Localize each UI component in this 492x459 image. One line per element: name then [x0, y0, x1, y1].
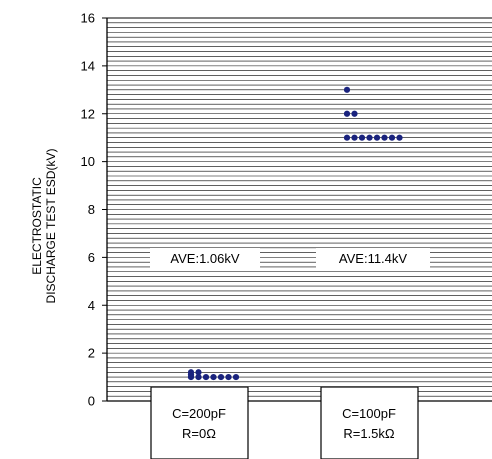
- data-point-1: [187, 373, 195, 381]
- data-point-2: [381, 134, 388, 141]
- average-annotation-2-text: AVE:11.4kV: [339, 251, 407, 266]
- data-point-2: [343, 134, 351, 141]
- y-tick-label: 14: [81, 58, 95, 73]
- y-ticks: 0 2 4 6 8 10 12 14 16: [81, 11, 107, 409]
- y-tick-label: 2: [88, 346, 95, 361]
- data-point-1: [195, 373, 202, 381]
- data-point-2: [343, 86, 351, 93]
- data-point-2: [366, 134, 373, 141]
- data-point-1: [232, 373, 240, 381]
- data-point-2: [358, 134, 366, 141]
- y-tick-label: 6: [88, 250, 95, 265]
- category-2-line-1: C=100pF: [342, 406, 396, 421]
- category-2-line-2: R=1.5kΩ: [343, 426, 395, 441]
- category-box-1: C=200pF R=0Ω: [150, 386, 249, 459]
- average-annotation-1-text: AVE:1.06kV: [170, 251, 239, 266]
- data-point-1: [202, 373, 210, 381]
- y-axis-label-line-2: DISCHARGE TEST ESD(kV): [44, 149, 58, 304]
- data-point-1: [210, 373, 217, 381]
- y-tick-label: 4: [88, 298, 95, 313]
- y-tick-label: 10: [81, 154, 95, 169]
- data-point-1: [217, 373, 225, 381]
- y-axis-label: ELECTROSTATIC DISCHARGE TEST ESD(kV): [30, 149, 58, 304]
- data-point-2: [351, 134, 358, 141]
- gridlines: [107, 22, 492, 397]
- average-annotation-1-bg: [150, 248, 260, 268]
- data-point-2: [396, 134, 403, 141]
- data-point-2: [373, 134, 381, 141]
- category-1-line-2: R=0Ω: [182, 426, 216, 441]
- category-box-2-frame: [320, 386, 419, 459]
- y-axis-label-line-1: ELECTROSTATIC: [30, 177, 44, 275]
- data-point-1: [225, 373, 232, 381]
- y-tick-label: 8: [88, 202, 95, 217]
- y-tick-label: 0: [88, 394, 95, 409]
- category-1-line-1: C=200pF: [172, 406, 226, 421]
- data-point-2: [388, 134, 396, 141]
- y-tick-label: 12: [81, 106, 95, 121]
- data-point-2: [351, 110, 358, 117]
- average-annotation-1: AVE:1.06kV: [150, 248, 260, 268]
- category-box-1-frame: [150, 386, 249, 459]
- y-tick-label: 16: [81, 11, 95, 26]
- data-point-2: [343, 110, 351, 117]
- average-annotation-2-bg: [316, 248, 430, 268]
- average-annotation-2: AVE:11.4kV: [316, 248, 430, 268]
- data-point-1: [195, 369, 202, 376]
- category-box-2: C=100pF R=1.5kΩ: [320, 386, 419, 459]
- data-points: [187, 86, 403, 381]
